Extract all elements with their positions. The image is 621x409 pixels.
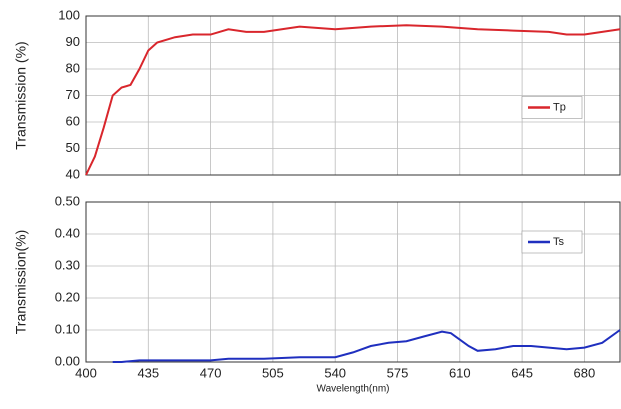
y-tick-label: 0.20 [55, 289, 80, 304]
y-tick-label: 0.50 [55, 193, 80, 208]
y-tick-label: 60 [66, 113, 80, 128]
x-tick-label: 505 [262, 365, 284, 380]
x-axis-label: Wavelength(nm) [317, 384, 390, 395]
plot-frame [85, 201, 621, 363]
y-tick-label: 0.00 [55, 353, 80, 368]
legend-label: Ts [553, 236, 565, 248]
legend-box [521, 96, 583, 119]
legend-box [521, 230, 583, 254]
y-tick-label: 100 [58, 7, 80, 22]
x-tick-label: 680 [574, 365, 596, 380]
data-line [85, 24, 621, 176]
legend-label: Tp [553, 101, 566, 113]
x-tick-label: 470 [200, 365, 222, 380]
x-tick-label: 575 [387, 365, 409, 380]
y-tick-label: 0.30 [55, 257, 80, 272]
y-tick-label: 90 [66, 34, 80, 49]
y-tick-label: 40 [66, 166, 80, 181]
x-tick-label: 540 [324, 365, 346, 380]
x-tick-label: 645 [511, 365, 533, 380]
y-tick-label: 0.40 [55, 225, 80, 240]
data-line [112, 329, 621, 363]
x-tick-label: 400 [75, 365, 97, 380]
y-tick-label: 0.10 [55, 321, 80, 336]
x-tick-label: 435 [137, 365, 159, 380]
y-tick-label: 80 [66, 60, 80, 75]
x-tick-label: 610 [449, 365, 471, 380]
plot-frame [85, 15, 621, 176]
y-axis-label: Transmission(%) [13, 230, 29, 335]
y-tick-label: 70 [66, 87, 80, 102]
y-tick-label: 50 [66, 140, 80, 155]
y-axis-label: Transmission (%) [13, 41, 29, 149]
